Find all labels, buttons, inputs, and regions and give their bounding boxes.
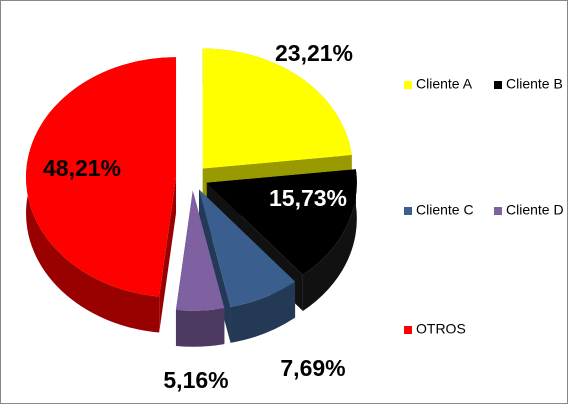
legend-swatch <box>404 326 412 334</box>
legend-swatch <box>494 81 502 89</box>
legend-label: Cliente C <box>416 202 474 218</box>
slice-side <box>175 308 225 347</box>
slice <box>202 48 352 169</box>
data-label: 23,21% <box>275 40 353 66</box>
legend-label: Cliente A <box>416 76 473 92</box>
legend-swatch <box>494 207 502 215</box>
slice <box>206 169 357 275</box>
slice-side <box>302 169 357 311</box>
slice-side <box>230 281 296 343</box>
data-label: 7,69% <box>280 355 345 381</box>
slice <box>175 190 225 311</box>
legend-swatch <box>404 207 412 215</box>
data-label: 48,21% <box>43 155 121 181</box>
legend-label: Cliente D <box>506 202 564 218</box>
pie-tops <box>26 48 357 311</box>
slice <box>199 189 296 307</box>
slice <box>26 57 177 297</box>
data-label: 5,16% <box>163 367 228 393</box>
data-label: 15,73% <box>269 185 347 211</box>
legend-swatch <box>404 81 412 89</box>
slice-side <box>159 177 177 333</box>
legend-label: Cliente B <box>506 76 563 92</box>
legend-label: OTROS <box>416 321 466 337</box>
